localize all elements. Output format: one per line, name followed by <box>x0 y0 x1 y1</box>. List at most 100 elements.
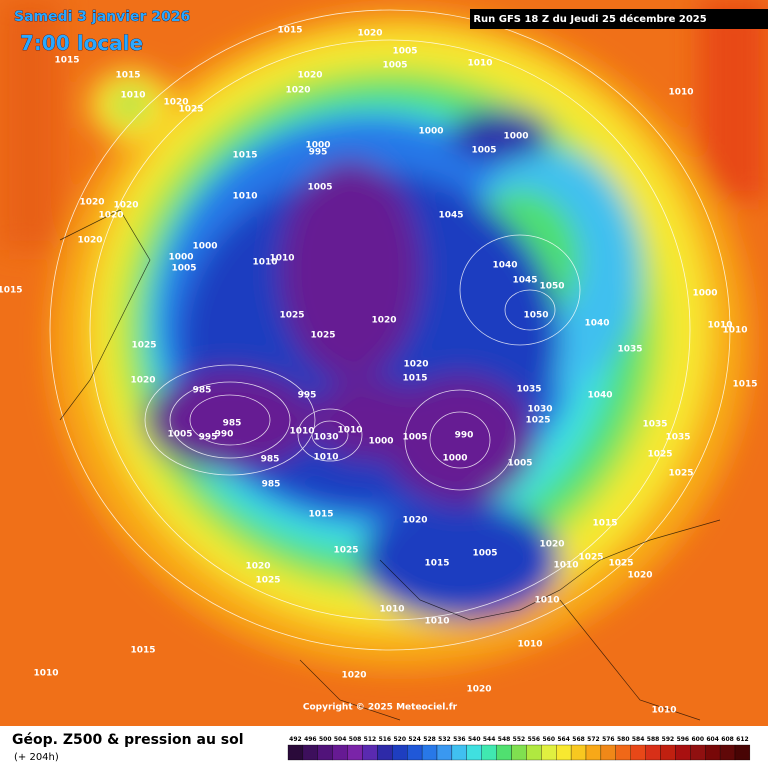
isobar-label: 1020 <box>79 198 104 208</box>
isobar-label: 1010 <box>252 258 277 268</box>
colorbar-swatch <box>526 744 542 761</box>
colorbar-swatch <box>570 744 587 761</box>
colorbar-label: 548 <box>498 736 511 743</box>
colorbar-swatch <box>481 744 497 761</box>
isobar-label: 1010 <box>722 326 747 336</box>
isobar-label: 1020 <box>357 29 382 39</box>
isobar-label: 1025 <box>178 105 203 115</box>
colorbar-label: 492 <box>289 736 302 743</box>
isobar-label: 1025 <box>310 331 335 341</box>
isobar-label: 1025 <box>647 450 672 460</box>
colorbar-label: 532 <box>438 736 451 743</box>
isobar-label: 1025 <box>131 341 156 351</box>
isobar-label: 1015 <box>277 26 302 36</box>
isobar-label: 1040 <box>587 391 612 401</box>
isobar-label: 1000 <box>503 132 528 142</box>
colorbar-label: 540 <box>468 736 481 743</box>
isobar-label: 1020 <box>130 376 155 386</box>
colorbar-label: 608 <box>721 736 734 743</box>
time: 7:00 locale <box>20 31 143 55</box>
isobar-label: 1020 <box>113 201 138 211</box>
isobar-label: 1005 <box>392 47 417 57</box>
colorbar-swatch <box>585 744 602 761</box>
isobar-label: 1020 <box>402 516 427 526</box>
isobar-label: 1010 <box>269 254 294 264</box>
isobar-label: 1010 <box>289 427 314 437</box>
isobar-label: 1000 <box>192 242 217 252</box>
colorbar-swatch <box>302 744 318 761</box>
isobar-label: 1045 <box>438 211 463 221</box>
isobar-label: 1010 <box>467 59 492 69</box>
isobar-label: 1035 <box>516 385 541 395</box>
isobar-label: 1020 <box>98 211 123 221</box>
isobar-label: 1010 <box>424 617 449 627</box>
isobar-label: 1050 <box>539 282 564 292</box>
isobars <box>49 9 731 651</box>
colorbar-swatch <box>511 744 527 761</box>
colorbar-label: 528 <box>423 736 436 743</box>
colorbar-swatch <box>377 744 393 761</box>
isobar-label: 1040 <box>492 261 517 271</box>
isobar-label: 1035 <box>642 420 667 430</box>
colorbar-swatch <box>496 744 512 761</box>
colorbar: 492 496 500 504 508 512 516 520 524 528 532 536 540 5… <box>287 736 751 761</box>
colorbar-swatch <box>392 744 408 761</box>
isobar-label: 1010 <box>379 605 404 615</box>
run: Run GFS 18 Z du Jeudi 25 décembre 2025 <box>473 13 706 25</box>
isobar-label: 990 <box>215 430 234 440</box>
isobar-label: 995 <box>309 148 328 158</box>
colorbar-label: 568 <box>572 736 585 743</box>
isobar-label: 985 <box>261 455 280 465</box>
colorbar-label: 560 <box>542 736 555 743</box>
colorbar-swatch <box>660 744 676 761</box>
isobar-label: 1010 <box>668 88 693 98</box>
colorbar-label: 508 <box>349 736 362 743</box>
isobar-label: 1025 <box>279 311 304 321</box>
colorbar-swatch <box>630 744 646 761</box>
run-box <box>470 9 768 29</box>
colorbar-label: 552 <box>513 736 526 743</box>
isobar-label: 1010 <box>313 453 338 463</box>
isobar-label: 1020 <box>163 98 188 108</box>
colorbar-label: 600 <box>691 736 704 743</box>
colorbar-label: 520 <box>393 736 406 743</box>
isobar-label: 1010 <box>232 192 257 202</box>
colorbar-label: 580 <box>617 736 630 743</box>
isobar-label: 1015 <box>54 56 79 66</box>
isobar-label: 1015 <box>592 519 617 529</box>
colorbar-label: 584 <box>632 736 645 743</box>
isobar-label: 1000 <box>442 454 467 464</box>
colorbar-label: 604 <box>706 736 719 743</box>
colorbar-swatch <box>541 744 557 761</box>
isobar-label: 995 <box>199 433 218 443</box>
colorbar-swatch <box>287 744 304 761</box>
colorbar-label: 512 <box>364 736 377 743</box>
isobar-label: 1025 <box>608 559 633 569</box>
isobar-label: 1010 <box>33 669 58 679</box>
isobar-label: 1020 <box>466 685 491 695</box>
legend-subtitle: (+ 204h) <box>14 752 59 763</box>
isobar-label: 1020 <box>627 571 652 581</box>
isobar-label: 1015 <box>232 151 257 161</box>
isobar-labels: 1015 1020 1015 1005 1005 1010 1015 1020 1010 1020… <box>0 26 758 716</box>
colorbar-label: 564 <box>557 736 570 743</box>
isobar-label: 1010 <box>707 321 732 331</box>
isobar-label: 1005 <box>471 146 496 156</box>
isobar-label: 1005 <box>307 183 332 193</box>
isobar-label: 995 <box>298 391 317 401</box>
colorbar-swatch <box>645 744 661 761</box>
isobar-label: 1020 <box>539 540 564 550</box>
copyright: Copyright © 2025 Meteociel.fr <box>303 703 458 713</box>
field: 1015 1020 1015 1005 1005 1010 1015 1020 1010 1020… <box>0 0 768 726</box>
isobar-label: 1025 <box>525 416 550 426</box>
isobar-label: 1020 <box>77 236 102 246</box>
isobar-label: 1040 <box>584 319 609 329</box>
colorbar-swatch <box>734 744 751 761</box>
isobar-label: 1015 <box>402 374 427 384</box>
isobar-label: 1000 <box>368 437 393 447</box>
colorbar-swatch <box>421 744 438 761</box>
isobar-label: 1010 <box>337 426 362 436</box>
colorbar-label: 544 <box>483 736 496 743</box>
colorbar-swatch <box>690 744 706 761</box>
legend-title: Géop. Z500 & pression au sol <box>12 732 244 748</box>
